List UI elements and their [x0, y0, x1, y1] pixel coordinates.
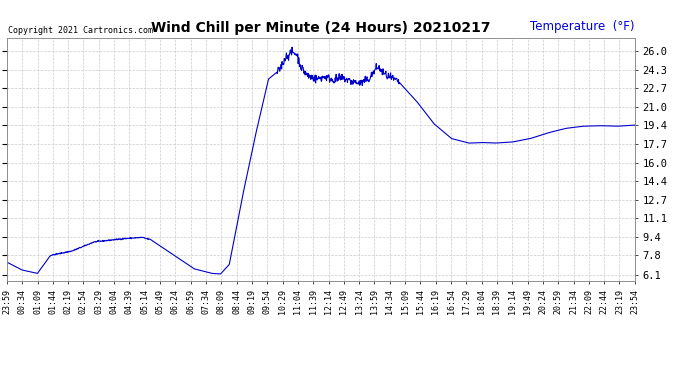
Title: Wind Chill per Minute (24 Hours) 20210217: Wind Chill per Minute (24 Hours) 2021021… [151, 21, 491, 35]
Text: Temperature  (°F): Temperature (°F) [531, 20, 635, 33]
Text: Copyright 2021 Cartronics.com: Copyright 2021 Cartronics.com [8, 26, 152, 35]
